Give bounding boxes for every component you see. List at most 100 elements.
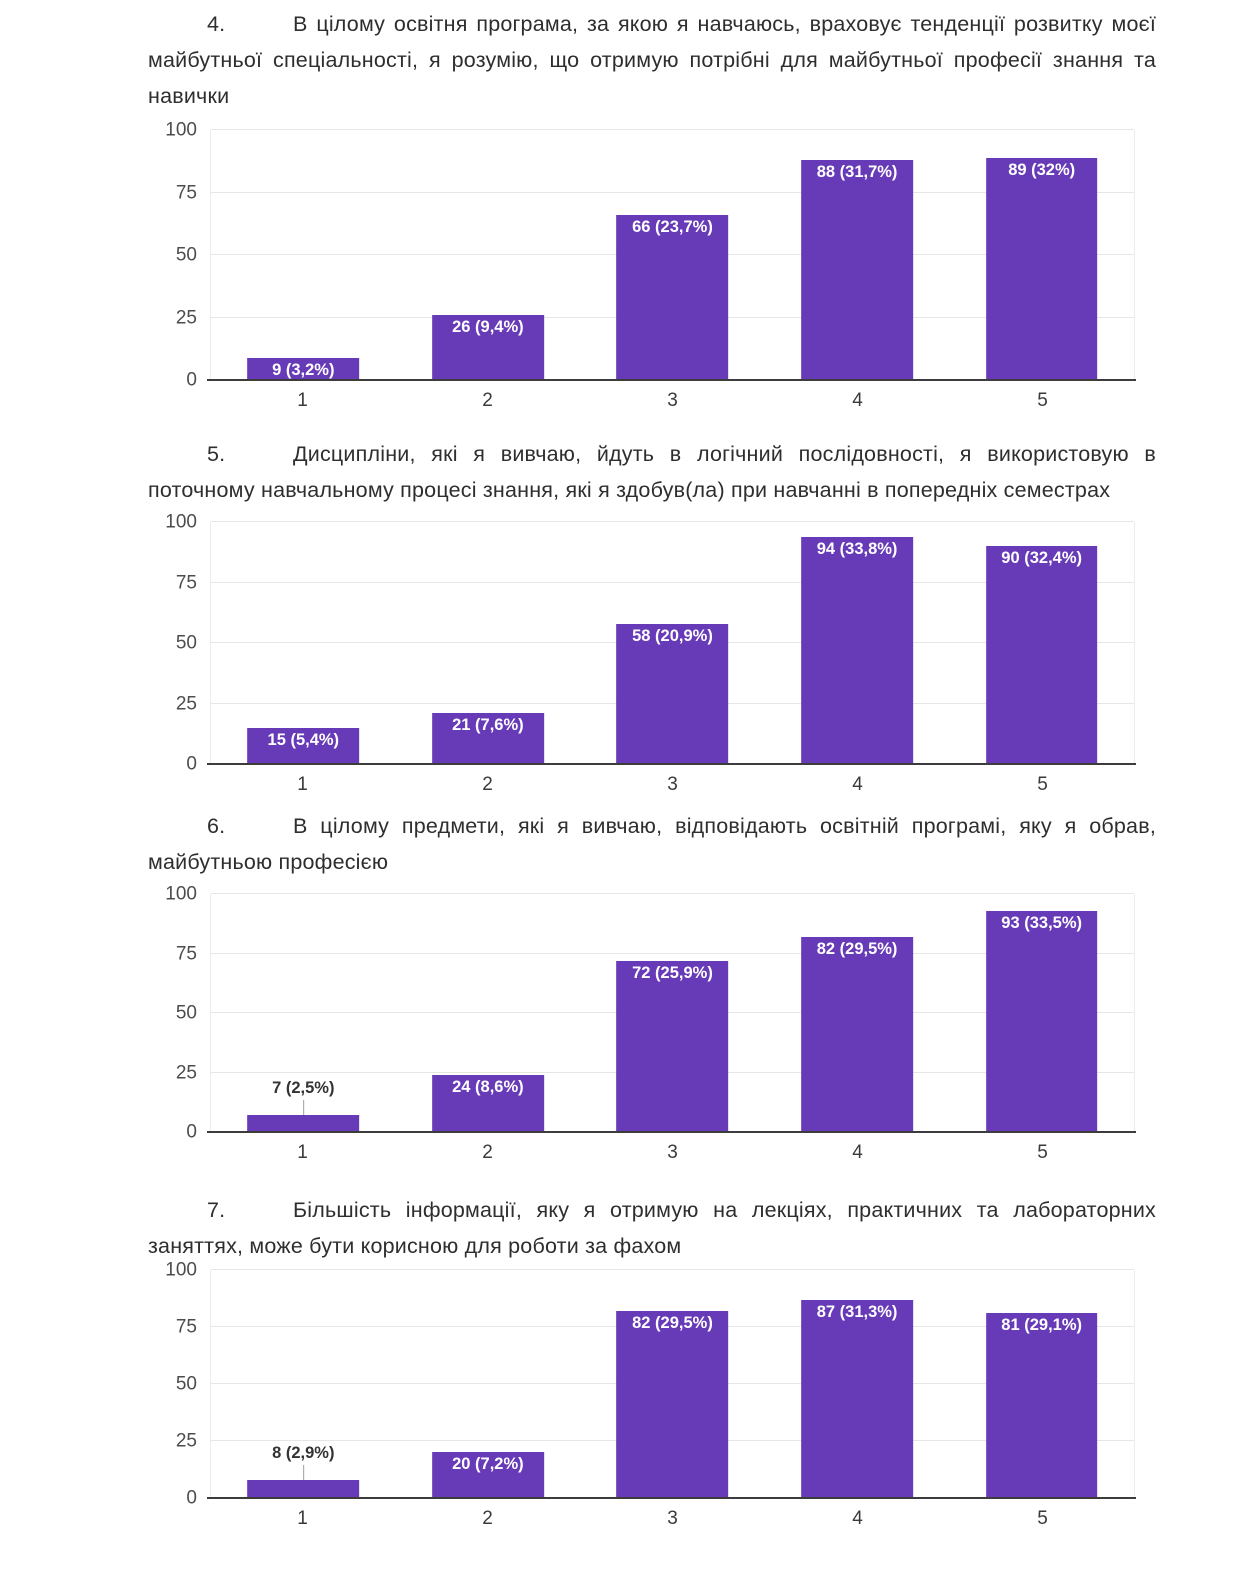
category-slot: 72 (25,9%) [580, 894, 765, 1132]
y-axis-tick-label: 75 [175, 182, 197, 203]
category-slot: 93 (33,5%) [949, 894, 1134, 1132]
x-axis-line [207, 1497, 1136, 1499]
bar: 15 (5,4%) [247, 727, 360, 764]
chart-area: 0 25 50 75 100 8 (2,9%) 20 (7,2%) 82 (29,5%) 87 … [150, 1261, 1136, 1532]
question-6-paragraph: 6. В цілому предмети, які я вивчаю, відпо… [148, 808, 1156, 880]
bar: 82 (29,5%) [801, 936, 913, 1132]
y-gridline [211, 521, 1134, 522]
bars-container: 7 (2,5%) 24 (8,6%) 72 (25,9%) 82 (29,5%) 93 … [211, 894, 1134, 1132]
y-axis-tick-label: 0 [186, 1487, 197, 1509]
category-slot: 8 (2,9%) [211, 1270, 396, 1498]
bar: 58 (20,9%) [616, 623, 729, 764]
bar-value-label: 82 (29,5%) [632, 1314, 713, 1333]
y-gridline [211, 191, 1134, 193]
bar-value-label: 58 (20,9%) [632, 626, 713, 645]
bar-value-label: 88 (31,7%) [816, 163, 898, 181]
question-4-paragraph: 4. В цілому освітня програма, за якою я н… [148, 6, 1156, 114]
y-axis-tick-label: 25 [175, 1430, 197, 1452]
category-slot: 58 (20,9%) [580, 522, 765, 764]
x-axis-line [207, 763, 1136, 765]
category-slot: 24 (8,6%) [396, 894, 581, 1132]
bar-value-label: 87 (31,3%) [816, 1302, 898, 1321]
x-axis-tick-label: 5 [1037, 1508, 1048, 1529]
x-axis-tick-label: 5 [1037, 1142, 1048, 1163]
question-5-text: Дисципліни, які я вивчаю, йдуть в логічн… [148, 442, 1156, 502]
bar: 88 (31,7%) [801, 160, 913, 380]
category-slot: 81 (29,1%) [949, 1270, 1134, 1498]
plot-area: 0 25 50 75 100 7 (2,5%) 24 (8,6%) 72 (25,9%) 82 … [165, 885, 1136, 1142]
y-axis-tick-label: 0 [186, 1121, 197, 1143]
category-slot: 20 (7,2%) [396, 1270, 581, 1498]
category-slot: 94 (33,8%) [765, 522, 950, 764]
bar-value-label: 7 (2,5%) [272, 1079, 335, 1098]
bar: 93 (33,5%) [985, 910, 1098, 1132]
bar-value-label: 72 (25,9%) [632, 963, 713, 982]
x-axis-labels: 1 2 3 4 5 [210, 772, 1135, 798]
bar-value-label: 93 (33,5%) [1001, 913, 1083, 932]
y-gridline [211, 893, 1134, 894]
x-axis-tick-label: 3 [667, 774, 678, 795]
x-axis-labels: 1 2 3 4 5 [210, 1506, 1135, 1532]
bar: 9 (3,2%) [247, 357, 360, 380]
bar-value-label: 8 (2,9%) [272, 1443, 335, 1462]
y-axis-tick-label: 0 [186, 369, 197, 391]
y-axis-tick-label: 0 [186, 753, 197, 775]
bar: 94 (33,8%) [801, 536, 913, 764]
chart-area: 0 25 50 75 100 9 (3,2%) 26 (9,4%) 66 (23,7%) 88 … [150, 121, 1136, 414]
category-slot: 82 (29,5%) [580, 1270, 765, 1498]
y-axis-tick-label: 75 [175, 572, 197, 593]
category-slot: 21 (7,6%) [396, 522, 581, 764]
question-6-number: 6. [207, 814, 226, 838]
x-axis-tick-label: 4 [852, 390, 863, 411]
bar-value-label: 90 (32,4%) [1001, 549, 1083, 568]
x-axis-tick-label: 3 [667, 1508, 678, 1529]
bar-value-label: 89 (32%) [1008, 160, 1076, 179]
x-axis-tick-label: 4 [852, 1142, 863, 1163]
y-gridline [211, 1269, 1134, 1270]
chart-area: 0 25 50 75 100 15 (5,4%) 21 (7,6%) 58 (20,9%) 94… [150, 513, 1136, 798]
x-axis-line [207, 379, 1136, 381]
question-block-7: 7. Більшість інформації, яку я отримую на… [148, 1192, 1156, 1532]
bar: 82 (29,5%) [616, 1311, 729, 1498]
y-axis-tick-label: 100 [165, 511, 197, 533]
y-axis-tick-label: 25 [175, 307, 197, 328]
category-slot: 26 (9,4%) [396, 130, 581, 380]
x-axis-tick-label: 2 [482, 1508, 493, 1529]
y-axis-tick-label: 50 [175, 632, 197, 654]
chart-area: 0 25 50 75 100 7 (2,5%) 24 (8,6%) 72 (25,9%) 82 … [150, 885, 1136, 1166]
label-leader-line [303, 1464, 305, 1480]
question-7-number: 7. [207, 1198, 226, 1222]
bar-value-label: 21 (7,6%) [452, 716, 524, 735]
category-slot: 82 (29,5%) [765, 894, 950, 1132]
x-axis-line [207, 1131, 1136, 1133]
bar: 90 (32,4%) [985, 546, 1098, 764]
category-slot: 9 (3,2%) [211, 130, 396, 380]
x-axis-tick-label: 2 [482, 390, 493, 411]
bars-container: 8 (2,9%) 20 (7,2%) 82 (29,5%) 87 (31,3%) 81 … [211, 1270, 1134, 1498]
y-axis-tick-label: 100 [165, 119, 197, 141]
question-5-bar-chart: 0 25 50 75 100 15 (5,4%) 21 (7,6%) 58 (20,9%) 94… [150, 513, 1156, 798]
bar-value-label: 24 (8,6%) [452, 1077, 524, 1096]
bar-value-label: 81 (29,1%) [1001, 1316, 1083, 1335]
bars-container: 9 (3,2%) 26 (9,4%) 66 (23,7%) 88 (31,7%) 89 … [211, 130, 1134, 380]
y-axis-tick-label: 50 [175, 244, 197, 266]
document-page: 4. В цілому освітня програма, за якою я н… [148, 6, 1156, 1532]
category-slot: 15 (5,4%) [211, 522, 396, 764]
x-axis-tick-label: 4 [852, 774, 863, 795]
y-gridline [211, 952, 1134, 954]
question-7-bar-chart: 0 25 50 75 100 8 (2,9%) 20 (7,2%) 82 (29,5%) 87 … [150, 1261, 1156, 1532]
plot-area: 0 25 50 75 100 15 (5,4%) 21 (7,6%) 58 (20,9%) 94… [165, 513, 1136, 774]
bar-value-label: 26 (9,4%) [452, 318, 524, 336]
y-axis-tick-label: 75 [175, 1316, 197, 1338]
y-axis-tick-label: 100 [165, 883, 197, 905]
plot-area: 0 25 50 75 100 8 (2,9%) 20 (7,2%) 82 (29,5%) 87 … [165, 1261, 1136, 1508]
question-6-bar-chart: 0 25 50 75 100 7 (2,5%) 24 (8,6%) 72 (25,9%) 82 … [150, 885, 1156, 1166]
question-6-text: В цілому предмети, які я вивчаю, відпові… [148, 814, 1156, 874]
y-axis-tick-label: 25 [175, 1062, 197, 1083]
bar: 26 (9,4%) [432, 315, 544, 380]
x-axis-tick-label: 1 [297, 390, 308, 411]
plot-area: 0 25 50 75 100 9 (3,2%) 26 (9,4%) 66 (23,7%) 88 … [165, 121, 1136, 390]
bar-value-label: 94 (33,8%) [816, 539, 898, 558]
bar: 8 (2,9%) [247, 1444, 360, 1498]
question-block-5: 5. Дисципліни, які я вивчаю, йдуть в логі… [148, 436, 1156, 798]
